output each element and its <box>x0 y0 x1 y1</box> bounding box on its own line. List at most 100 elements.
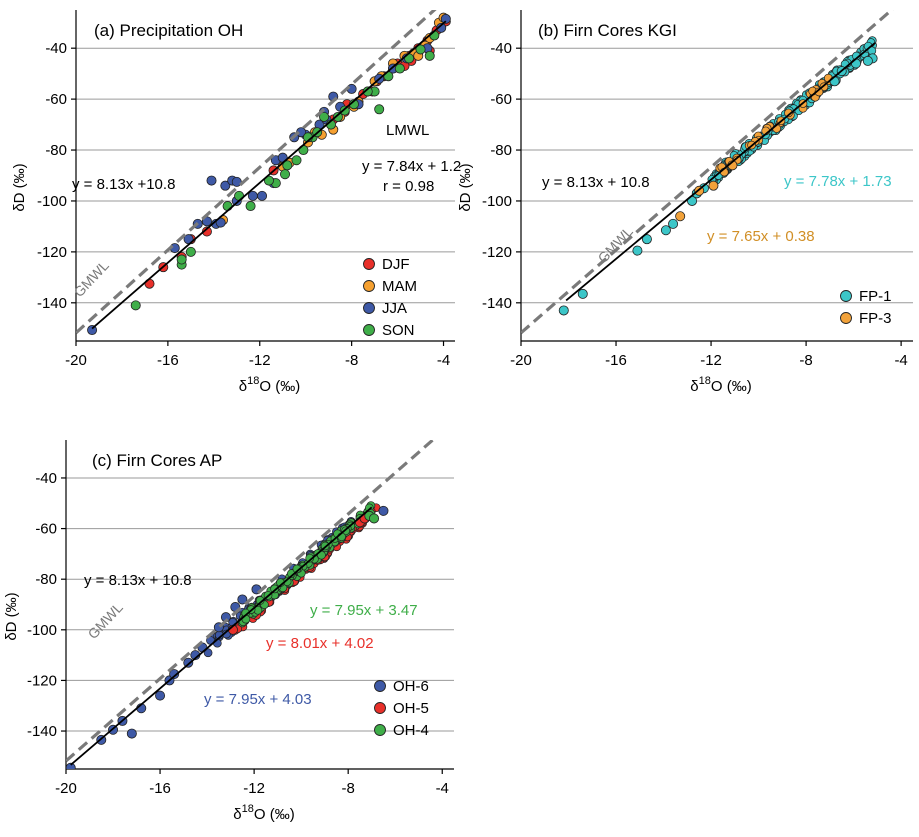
data-point-jja <box>231 176 242 187</box>
y-tick-label: -40 <box>490 40 512 57</box>
data-point-jja <box>87 325 98 336</box>
data-point-oh-6 <box>183 657 194 668</box>
x-tick-label: -16 <box>605 352 627 369</box>
y-tick-label: -60 <box>490 91 512 108</box>
data-point-oh-6 <box>378 505 389 516</box>
y-tick-label: -140 <box>482 295 512 312</box>
data-point-son <box>185 246 196 257</box>
panel-c: -140 -120 -100 -80 -60 -40 -20 -16 -12 -8 -4 δD (‰)… <box>3 440 454 823</box>
x-tick-label: -12 <box>243 780 265 797</box>
legend-label: FP-3 <box>859 310 892 327</box>
x-axis-label: δ18O (‰) <box>233 803 294 823</box>
data-point-jja <box>440 13 451 24</box>
plot-area <box>521 10 894 335</box>
legend-label: OH-4 <box>393 722 429 739</box>
data-point-son <box>394 63 405 74</box>
x-tick-label: -20 <box>65 352 87 369</box>
y-tick-label: -80 <box>490 142 512 159</box>
y-tick-label: -100 <box>482 193 512 210</box>
data-point-fp-1 <box>668 218 679 229</box>
y-tick-label: -60 <box>45 91 67 108</box>
data-point-son <box>415 44 426 55</box>
plot-area <box>66 440 436 769</box>
x-tick-label: -20 <box>55 780 77 797</box>
data-point-son <box>291 155 302 166</box>
gmwl-equation: y = 8.13x +10.8 <box>72 176 175 193</box>
x-tick-label: -4 <box>894 352 907 369</box>
x-tick-label: -20 <box>510 352 532 369</box>
data-point-fp-1 <box>862 55 873 66</box>
x-tick-label: -8 <box>345 352 358 369</box>
y-tick-label: -100 <box>27 622 57 639</box>
fit-equation-oh-6: y = 7.95x + 4.03 <box>204 691 312 708</box>
data-point-son <box>245 201 256 212</box>
gmwl-line <box>521 10 894 335</box>
legend-label: MAM <box>382 278 417 295</box>
data-point-fp-1 <box>660 225 671 236</box>
y-tick-label: -120 <box>482 244 512 261</box>
data-point-oh-6 <box>237 594 248 605</box>
legend: DJF MAM JJA SON <box>363 256 417 339</box>
legend-label: JJA <box>382 300 407 317</box>
legend-marker <box>363 324 375 336</box>
gmwl-line <box>66 440 436 763</box>
legend-marker <box>840 290 852 302</box>
data-point-oh-4 <box>369 513 380 524</box>
data-point-son <box>332 111 343 122</box>
x-tick-label: -4 <box>437 352 450 369</box>
data-point-oh-6 <box>169 669 180 680</box>
fit-equation-fp-1: y = 7.78x + 1.73 <box>784 173 892 190</box>
x-tick-label: -16 <box>149 780 171 797</box>
y-axis-label: δD (‰) <box>3 592 20 640</box>
data-point-fp-1 <box>577 288 588 299</box>
data-point-son <box>339 105 350 116</box>
data-point-fp-1 <box>632 245 643 256</box>
legend-marker <box>374 702 386 714</box>
panel-title: (b) Firn Cores KGI <box>538 21 677 40</box>
x-axis-label: δ18O (‰) <box>239 375 300 395</box>
x-tick-label: -12 <box>249 352 271 369</box>
data-point-son <box>176 254 187 265</box>
data-point-oh-6 <box>126 728 137 739</box>
data-point-jja <box>215 217 226 228</box>
y-tick-label: -140 <box>37 295 67 312</box>
legend: FP-1 FP-3 <box>840 288 892 327</box>
data-point-jja <box>257 190 268 201</box>
data-point-jja <box>206 175 217 186</box>
regression-line <box>70 506 373 766</box>
y-tick-label: -120 <box>27 672 57 689</box>
panel-b: -140 -120 -100 -80 -60 -40 -20 -16 -12 -8 -4 δD (‰)… <box>457 10 913 395</box>
y-axis-label: δD (‰) <box>11 163 28 211</box>
y-tick-label: -100 <box>37 193 67 210</box>
fit-equation-oh-4: y = 7.95x + 3.47 <box>310 602 418 619</box>
data-point-son <box>280 169 291 180</box>
lmwl-equation: y = 7.84x + 1.2 <box>362 158 461 175</box>
legend: OH-6 OH-5 OH-4 <box>374 678 429 739</box>
legend-marker <box>374 724 386 736</box>
data-point-fp-3 <box>784 108 793 118</box>
data-point-son <box>374 104 385 115</box>
y-tick-label: -80 <box>45 142 67 159</box>
data-point-son <box>222 201 233 212</box>
gmwl-equation: y = 8.13x + 10.8 <box>84 572 192 589</box>
legend-marker <box>363 280 375 292</box>
legend-label: SON <box>382 322 415 339</box>
fit-equation-fp-3: y = 7.65x + 0.38 <box>707 228 815 245</box>
data-point-fp-1 <box>850 58 861 69</box>
x-tick-label: -8 <box>342 780 355 797</box>
panel-title: (c) Firn Cores AP <box>92 451 222 470</box>
y-tick-label: -40 <box>35 470 57 487</box>
regression-line <box>91 20 447 330</box>
y-tick-label: -120 <box>37 244 67 261</box>
data-point-fp-1 <box>829 76 840 87</box>
lmwl-label: LMWL <box>386 122 429 139</box>
data-point-djf <box>201 226 212 237</box>
data-point-son <box>362 86 373 97</box>
panel-title: (a) Precipitation OH <box>94 21 243 40</box>
gmwl-label: GMWL <box>84 599 126 642</box>
data-point-oh-6 <box>155 690 166 701</box>
y-tick-label: -140 <box>27 723 57 740</box>
y-tick-label: -60 <box>35 521 57 538</box>
data-point-jja <box>220 180 231 191</box>
